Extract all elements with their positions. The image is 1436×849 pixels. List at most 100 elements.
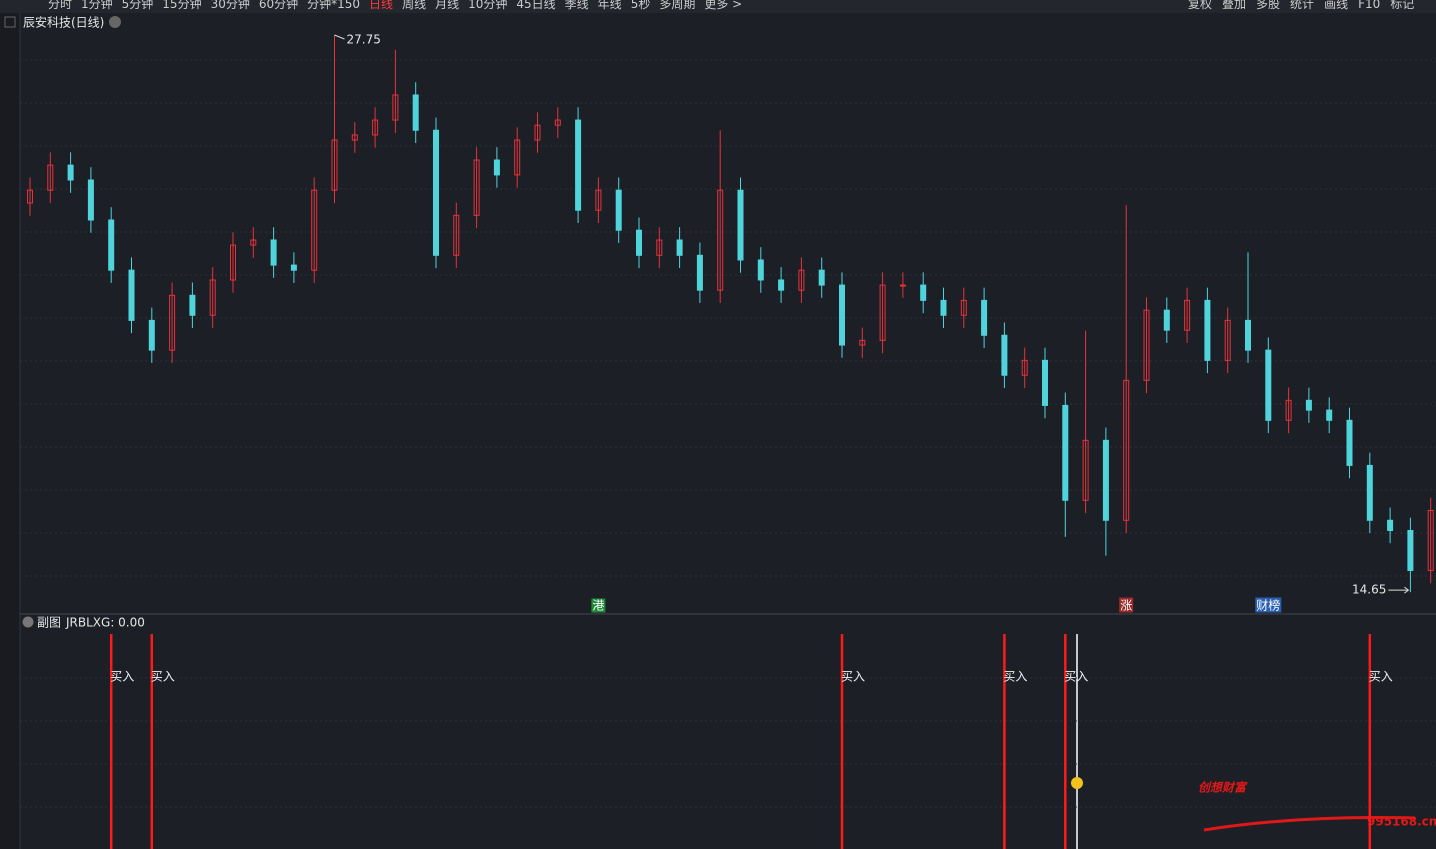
toolbar-item[interactable]: 1分钟 xyxy=(81,0,113,11)
candle-body xyxy=(757,259,764,281)
candle-body xyxy=(656,239,663,256)
toolbar-item[interactable]: 画线 xyxy=(1324,0,1349,11)
candle-body xyxy=(169,294,176,351)
candle-body xyxy=(1082,439,1089,501)
panel-menu-icon[interactable] xyxy=(22,616,34,628)
toolbar-item[interactable]: 日线 xyxy=(369,0,394,11)
toolbar-item[interactable]: 5分钟 xyxy=(121,0,154,11)
signal-label: 买入 xyxy=(110,670,134,684)
toolbar-item[interactable]: 统计 xyxy=(1290,0,1315,11)
candle-body xyxy=(879,284,886,341)
toolbar-item[interactable]: 月线 xyxy=(435,0,460,11)
candle-body xyxy=(47,164,54,191)
candle-body xyxy=(1285,399,1292,421)
candle-body xyxy=(1224,319,1231,361)
title-menu-icon[interactable] xyxy=(109,16,121,28)
candle-body xyxy=(696,254,703,291)
candle-body xyxy=(27,189,33,204)
toolbar-item[interactable]: 复权 xyxy=(1188,0,1213,11)
signal-label: 买入 xyxy=(841,670,865,684)
candle-body xyxy=(1346,419,1353,466)
toolbar-item[interactable]: 30分钟 xyxy=(210,0,250,11)
toolbar-item[interactable]: 多周期 xyxy=(659,0,696,11)
candle-body xyxy=(1001,334,1008,376)
left-gutter xyxy=(0,13,20,849)
candle-body xyxy=(1427,509,1434,571)
candle-body xyxy=(148,319,155,351)
candle-body xyxy=(595,189,602,211)
candle-body xyxy=(230,244,236,281)
toolbar-item[interactable]: F10 xyxy=(1358,0,1381,11)
toolbar-item[interactable]: 分时 xyxy=(48,0,73,11)
panel-name: 副图 xyxy=(37,616,61,630)
signal-label: 买入 xyxy=(151,670,175,684)
toolbar-item[interactable]: 季线 xyxy=(564,0,589,11)
indicator-name: JRBLXG: 0.00 xyxy=(65,616,145,630)
candle-body xyxy=(453,214,460,256)
toolbar-item[interactable]: 多股 xyxy=(1256,0,1281,11)
event-marker: 财榜 xyxy=(1256,598,1280,613)
candle-body xyxy=(899,284,906,287)
candle-body xyxy=(1305,399,1312,411)
candle-body xyxy=(372,119,379,136)
toolbar-item[interactable]: 标记 xyxy=(1390,0,1415,11)
candle-body xyxy=(859,339,866,346)
candle-body xyxy=(351,134,358,141)
toolbar-item[interactable]: 叠加 xyxy=(1222,0,1247,11)
candle-body xyxy=(636,229,642,256)
candle-body xyxy=(1184,299,1191,331)
toolbar-item[interactable]: 60分钟 xyxy=(258,0,299,11)
toolbar-item[interactable]: 年线 xyxy=(597,0,622,11)
toolbar-item[interactable]: 15分钟 xyxy=(162,0,202,11)
candle-body xyxy=(1123,379,1130,521)
stock-title: 辰安科技(日线) xyxy=(23,15,104,30)
candle-body xyxy=(615,189,622,231)
candle-body xyxy=(493,159,500,176)
signal-label: 买入 xyxy=(1369,670,1393,684)
toolbar-item[interactable]: 周线 xyxy=(402,0,427,11)
event-marker-bg xyxy=(1119,597,1134,613)
candle-body xyxy=(67,164,74,181)
toolbar-item[interactable]: 5秒 xyxy=(630,0,651,11)
candle-body xyxy=(676,239,683,256)
signal-label: 买入 xyxy=(1064,670,1088,684)
toolbar-item[interactable]: 45日线 xyxy=(516,0,556,11)
candle-body xyxy=(108,219,115,271)
candle-body xyxy=(1265,349,1272,421)
candle-body xyxy=(189,294,196,316)
min-label: 14.65 xyxy=(1352,583,1386,597)
candle-body xyxy=(1204,299,1211,361)
candle-body xyxy=(1062,404,1069,501)
candle-body xyxy=(575,119,582,211)
candle-body xyxy=(1102,439,1109,521)
candle-body xyxy=(1143,309,1150,381)
candle-body xyxy=(87,179,94,221)
collapse-icon[interactable] xyxy=(4,16,16,28)
candle-body xyxy=(1387,519,1394,531)
candle-body xyxy=(839,284,845,346)
watermark-title: 创想财富 xyxy=(1198,781,1248,795)
candle-body xyxy=(331,139,338,191)
candle-body xyxy=(940,299,947,316)
toolbar-item[interactable]: 10分钟 xyxy=(468,0,508,11)
candle-body xyxy=(818,269,825,286)
candle-body xyxy=(1021,359,1028,376)
toolbar-item[interactable]: 更多 > xyxy=(704,0,743,11)
candle-body xyxy=(1245,319,1251,351)
candle-body xyxy=(1042,359,1048,406)
candle-body xyxy=(737,189,744,261)
candle-body xyxy=(392,94,399,121)
smiley-icon xyxy=(1071,777,1083,789)
event-marker-bg xyxy=(1255,597,1282,613)
candle-body xyxy=(1163,309,1170,331)
candle-body xyxy=(433,129,439,256)
toolbar-item[interactable]: 分钟*150 xyxy=(307,0,361,11)
candle-body xyxy=(717,189,724,291)
candle-body xyxy=(1326,409,1333,421)
max-pointer xyxy=(334,34,345,40)
candle-body xyxy=(534,124,541,141)
toolbar: 分时 1分钟 5分钟 15分钟 30分钟 60分钟 分钟*150 日线 周线 月线 10分钟 45日线… xyxy=(0,0,1436,13)
min-pointer xyxy=(1388,586,1410,594)
candle-body xyxy=(473,159,480,216)
